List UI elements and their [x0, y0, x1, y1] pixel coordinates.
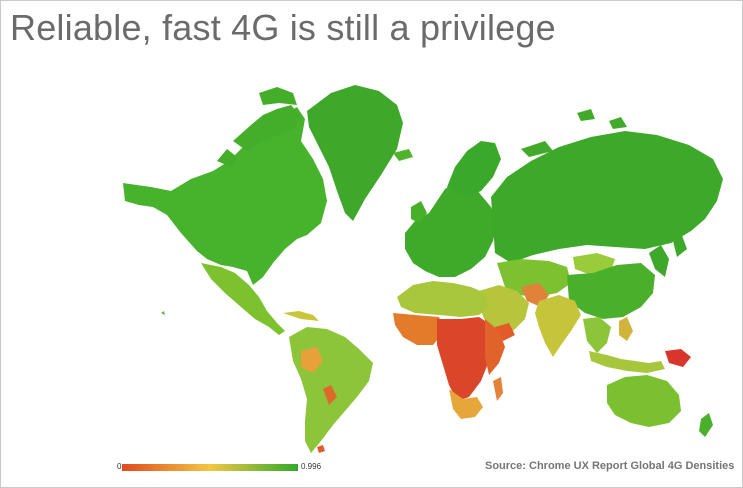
west-africa-region — [393, 313, 445, 345]
new-zealand-region — [699, 413, 713, 437]
europe-region — [405, 181, 497, 277]
scandinavia-region — [447, 141, 501, 197]
madagascar — [493, 377, 503, 401]
north-america-region — [123, 107, 327, 285]
middle-east-region — [479, 285, 529, 337]
russia-region — [491, 131, 723, 263]
philippines-region — [619, 317, 633, 341]
china-region — [567, 263, 655, 319]
arctic-islands — [217, 87, 301, 167]
central-america-region — [201, 263, 285, 335]
korea-japan-region — [649, 233, 687, 277]
map-title: Reliable, fast 4G is still a privilege — [10, 7, 556, 48]
caribbean-region — [283, 311, 319, 321]
color-scale-bar — [122, 464, 298, 471]
indonesia-region — [589, 351, 665, 373]
scale-min-label: 0 — [117, 462, 122, 471]
greenland-region — [307, 85, 403, 221]
iceland — [393, 149, 413, 161]
australia-region — [607, 375, 681, 427]
southeast-asia-region — [583, 317, 611, 353]
north-africa-region — [397, 281, 489, 317]
east-africa-region — [485, 319, 505, 375]
arctic-russia-islands — [521, 109, 627, 157]
central-asia-region — [497, 259, 571, 297]
india-region — [535, 295, 581, 357]
central-africa-region — [437, 317, 495, 401]
southern-africa-region — [449, 389, 483, 419]
falklands — [317, 445, 325, 453]
arabia-south-hotspot — [495, 323, 515, 341]
scale-max-label: 0.996 — [301, 462, 322, 471]
south-america-red-patch — [323, 385, 337, 405]
south-america-hotspot — [301, 347, 323, 373]
papua-hotspot — [665, 349, 691, 367]
source-caption: Source: Chrome UX Report Global 4G Densi… — [485, 460, 735, 472]
uk-region — [411, 201, 427, 223]
hawaii — [161, 311, 165, 315]
